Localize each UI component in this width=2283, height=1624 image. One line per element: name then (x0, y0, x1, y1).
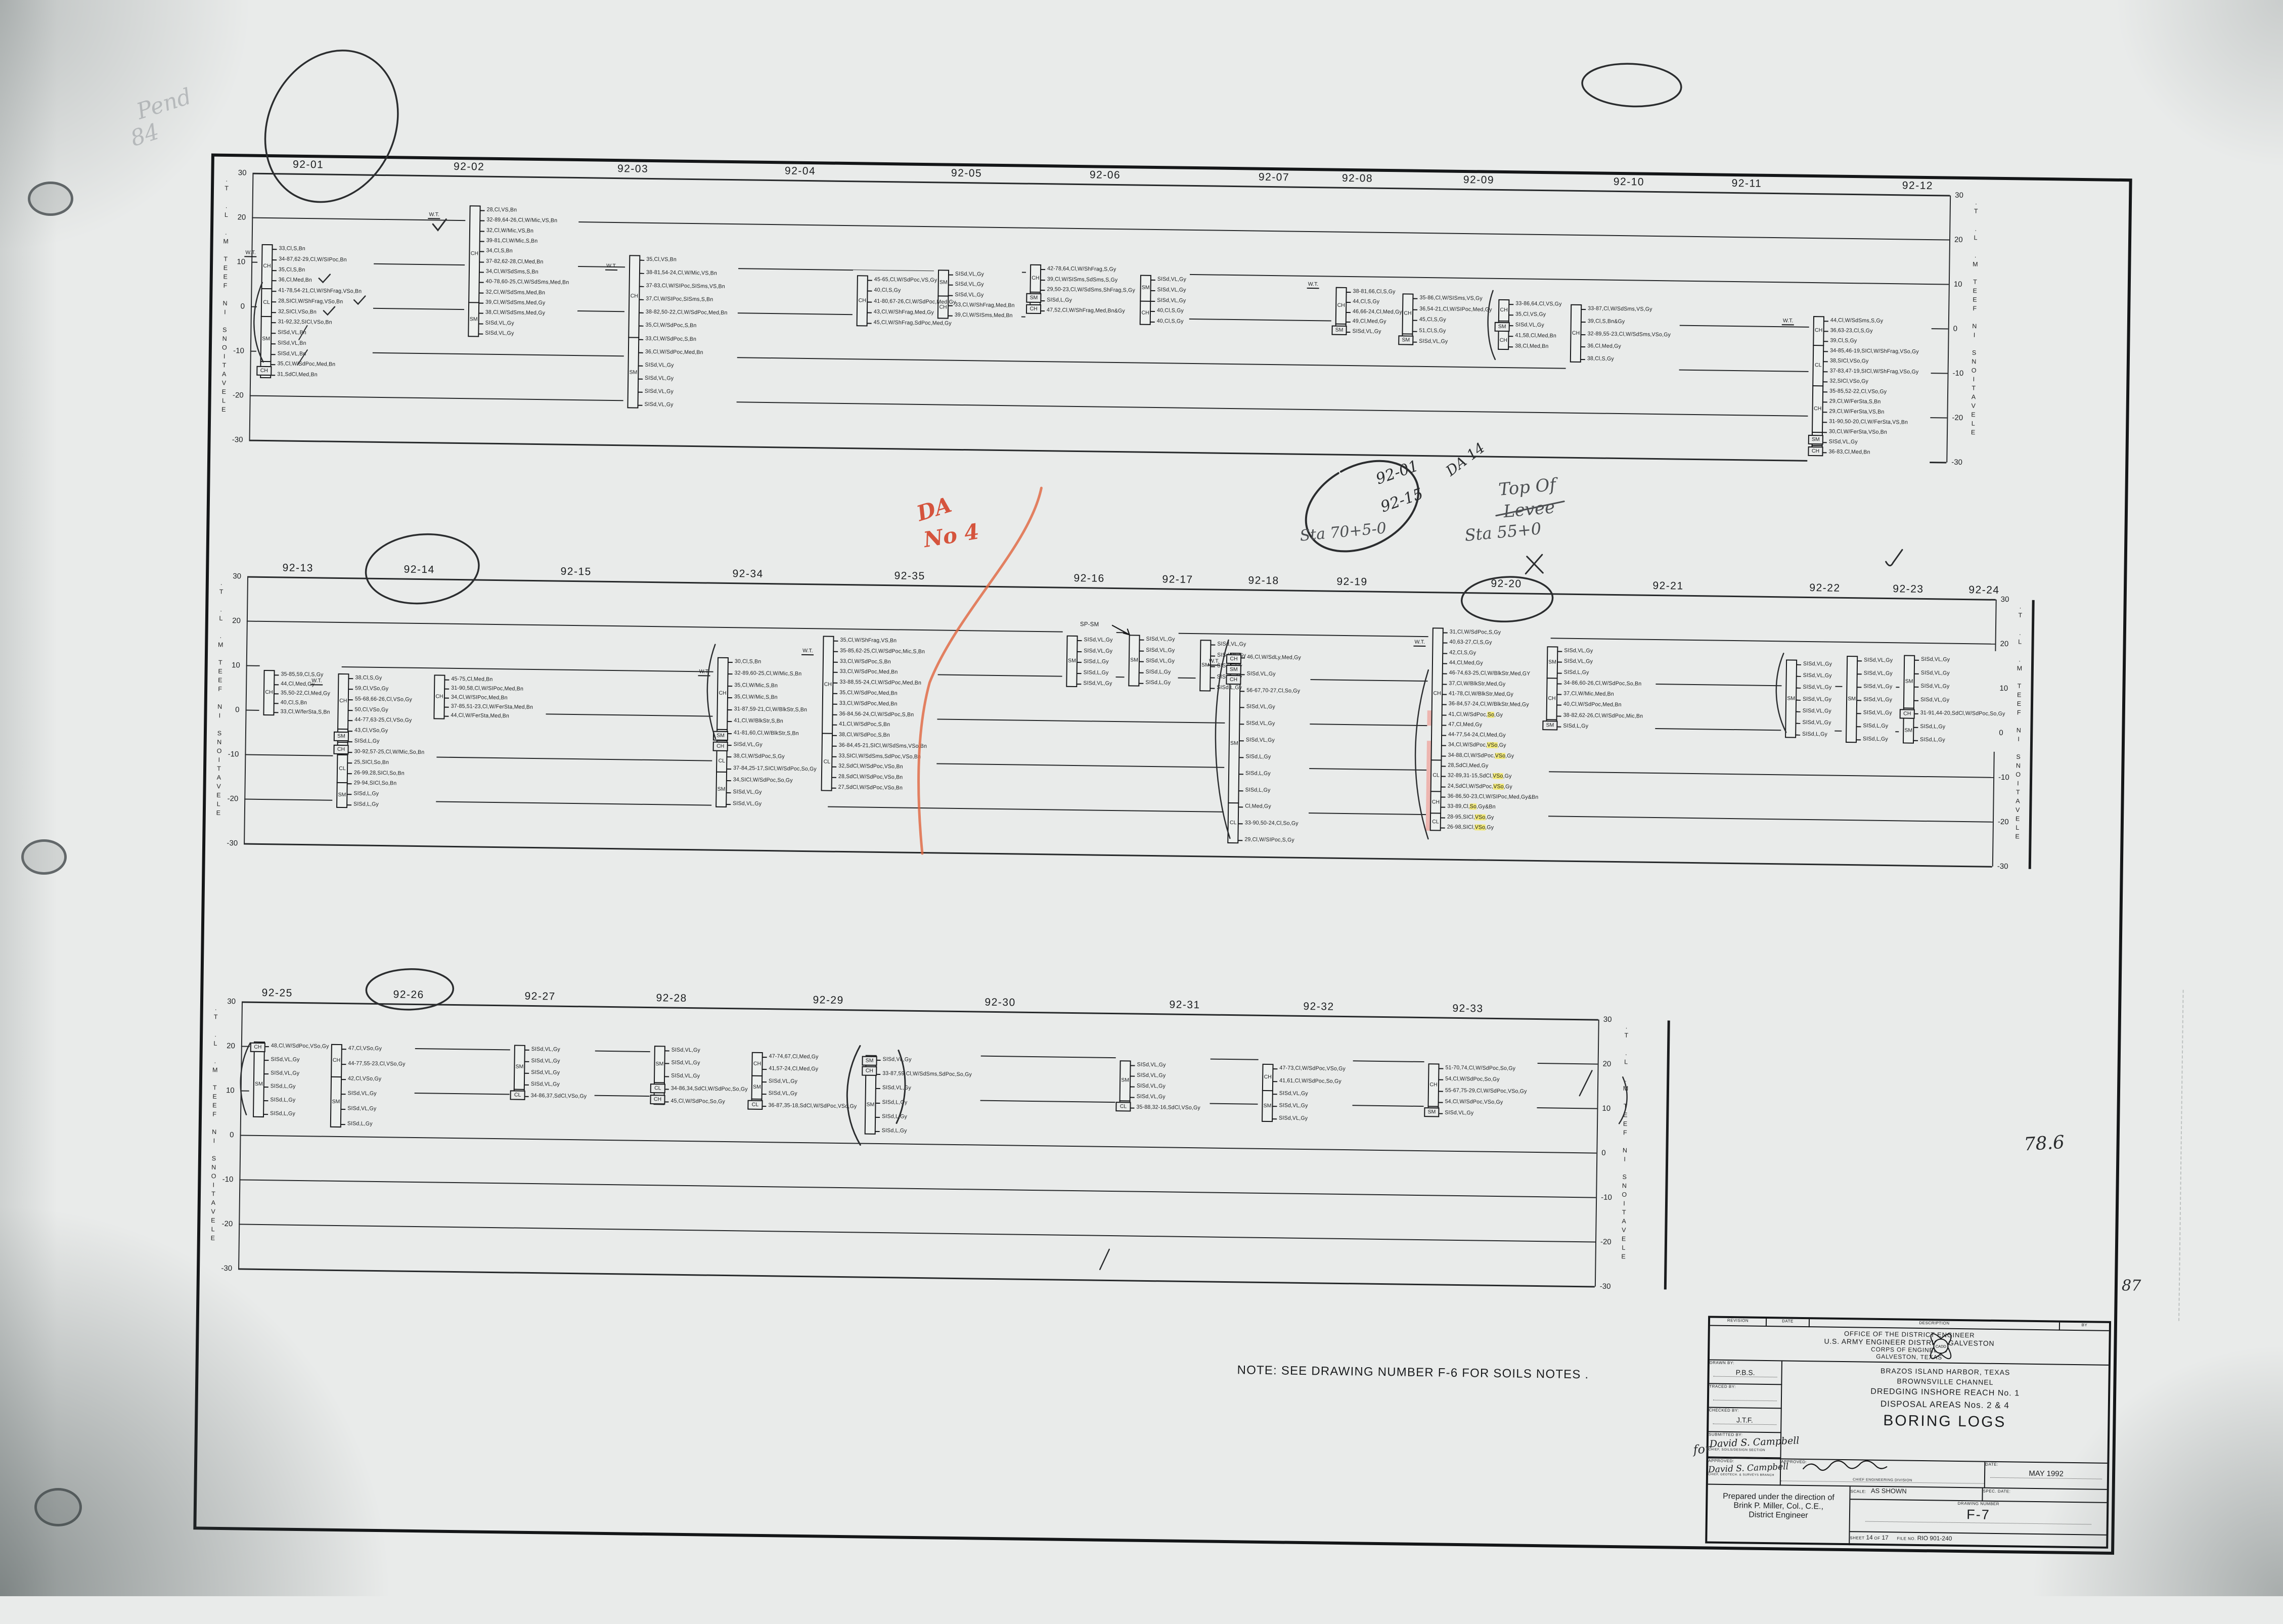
handwritten-note: 78.6 (2023, 1132, 2065, 1155)
pen-mark (1099, 1248, 1110, 1270)
pen-mark (896, 1049, 906, 1124)
punch-hole (34, 1488, 82, 1526)
pen-circle (1581, 63, 1682, 108)
pen-mark (1111, 624, 1130, 636)
punch-hole (28, 182, 73, 216)
punch-hole (21, 839, 67, 875)
pen-mark (297, 325, 308, 366)
pen-mark (240, 1042, 251, 1115)
pen-mark (1885, 549, 1903, 567)
pen-circle (365, 533, 480, 605)
pen-mark (318, 274, 366, 316)
pen-mark (1579, 1070, 1628, 1124)
pen-mark (1414, 669, 1429, 840)
pen-mark (1803, 1460, 1888, 1471)
pen-mark (1215, 639, 1231, 839)
pen-mark (253, 282, 264, 363)
pen-mark (1487, 290, 1496, 360)
handwritten-note: for (1692, 1441, 1712, 1457)
pen-mark (432, 218, 447, 232)
pen-mark (846, 1045, 861, 1146)
pen-mark (1775, 653, 1787, 733)
pen-circle (365, 968, 455, 1011)
pen-mark (706, 644, 717, 739)
handwritten-note: 87 (2121, 1277, 2141, 1295)
pen-circle (1460, 576, 1554, 623)
pen-circle (264, 50, 399, 203)
pen-mark (1525, 554, 1544, 575)
